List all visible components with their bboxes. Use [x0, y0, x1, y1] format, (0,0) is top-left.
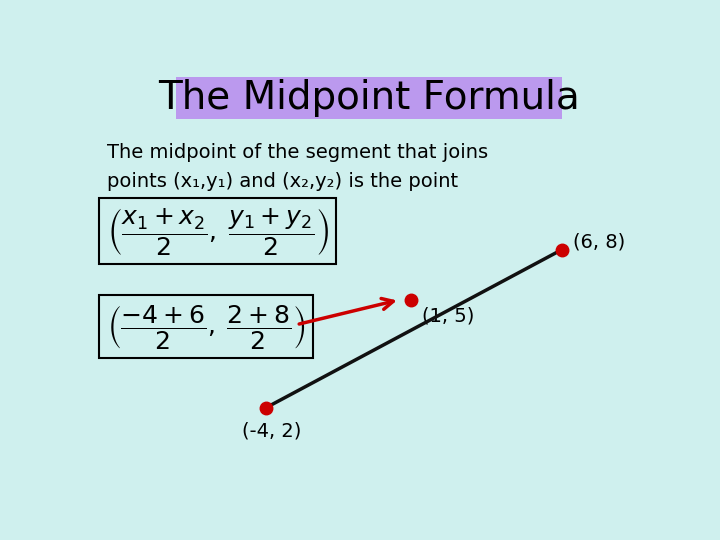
Text: The Midpoint Formula: The Midpoint Formula: [158, 79, 580, 117]
Text: (-4, 2): (-4, 2): [242, 421, 301, 440]
Text: The midpoint of the segment that joins: The midpoint of the segment that joins: [107, 143, 488, 161]
FancyBboxPatch shape: [176, 77, 562, 119]
Text: (6, 8): (6, 8): [572, 232, 625, 251]
Text: points (x₁,y₁) and (x₂,y₂) is the point: points (x₁,y₁) and (x₂,y₂) is the point: [107, 172, 458, 191]
FancyArrowPatch shape: [299, 299, 393, 324]
Text: $\left(\dfrac{-4+6}{2},\;\dfrac{2+8}{2}\right)$: $\left(\dfrac{-4+6}{2},\;\dfrac{2+8}{2}\…: [107, 303, 305, 351]
Text: (1, 5): (1, 5): [422, 307, 474, 326]
Text: $\left(\dfrac{x_1+x_2}{2},\;\dfrac{y_1+y_2}{2}\right)$: $\left(\dfrac{x_1+x_2}{2},\;\dfrac{y_1+y…: [107, 206, 329, 256]
